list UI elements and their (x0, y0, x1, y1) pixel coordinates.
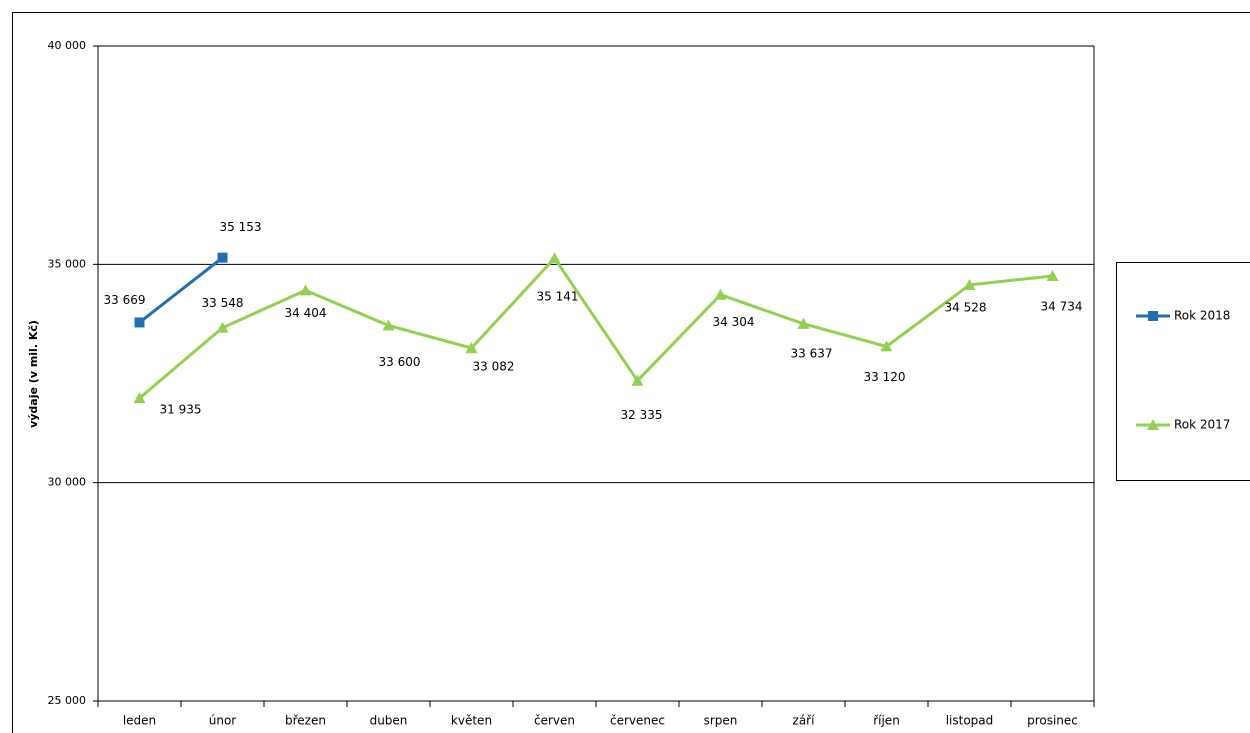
x-tick-label: březen (285, 714, 326, 728)
data-label: 33 120 (864, 370, 906, 384)
marker (465, 342, 478, 354)
marker (1046, 269, 1059, 281)
x-tick-label: listopad (946, 714, 994, 728)
marker (1147, 419, 1159, 430)
marker (797, 317, 810, 329)
x-tick-label: prosinec (1027, 714, 1078, 728)
y-tick-label: 40 000 (48, 39, 87, 52)
marker (714, 288, 727, 300)
marker (631, 374, 644, 386)
marker (299, 284, 312, 296)
data-label: 35 153 (220, 220, 262, 234)
marker (963, 278, 976, 290)
y-tick-label: 35 000 (48, 257, 87, 270)
series-line (138, 256, 224, 324)
data-label: 34 528 (945, 300, 987, 314)
y-tick-label: 30 000 (48, 476, 87, 489)
data-label: 33 600 (379, 355, 421, 369)
x-tick-label: únor (209, 714, 237, 728)
marker (217, 252, 228, 263)
marker (134, 317, 145, 328)
data-label: 34 304 (713, 315, 755, 329)
data-label: 34 404 (285, 306, 327, 320)
data-label: 35 141 (537, 290, 579, 304)
data-label: 31 935 (160, 403, 202, 417)
x-tick-label: říjen (873, 714, 900, 728)
data-label: 33 637 (791, 346, 833, 360)
x-tick-label: duben (370, 714, 408, 728)
x-tick-label: květen (451, 714, 492, 728)
x-tick-label: červenec (610, 714, 665, 728)
legend-label: Rok 2018 (1174, 309, 1230, 323)
x-tick-label: červen (534, 714, 575, 728)
data-label: 33 082 (473, 360, 515, 374)
marker (133, 392, 146, 404)
data-label: 33 669 (104, 293, 146, 307)
data-label: 32 335 (621, 408, 663, 422)
legend-label: Rok 2017 (1174, 418, 1230, 432)
marker (382, 319, 395, 331)
data-label: 33 548 (202, 296, 244, 310)
x-tick-label: září (793, 714, 816, 728)
x-tick-label: srpen (704, 714, 738, 728)
y-axis-label: výdaje (v mil. Kč) (27, 320, 40, 428)
x-tick-label: leden (123, 714, 156, 728)
marker (216, 321, 229, 333)
chart-frame (12, 12, 1250, 733)
marker (548, 252, 561, 264)
legend-box (1116, 262, 1250, 481)
marker (1148, 311, 1158, 321)
y-tick-label: 25 000 (48, 694, 87, 707)
data-label: 34 734 (1041, 299, 1083, 313)
marker (880, 340, 893, 352)
series-line (138, 255, 1053, 400)
